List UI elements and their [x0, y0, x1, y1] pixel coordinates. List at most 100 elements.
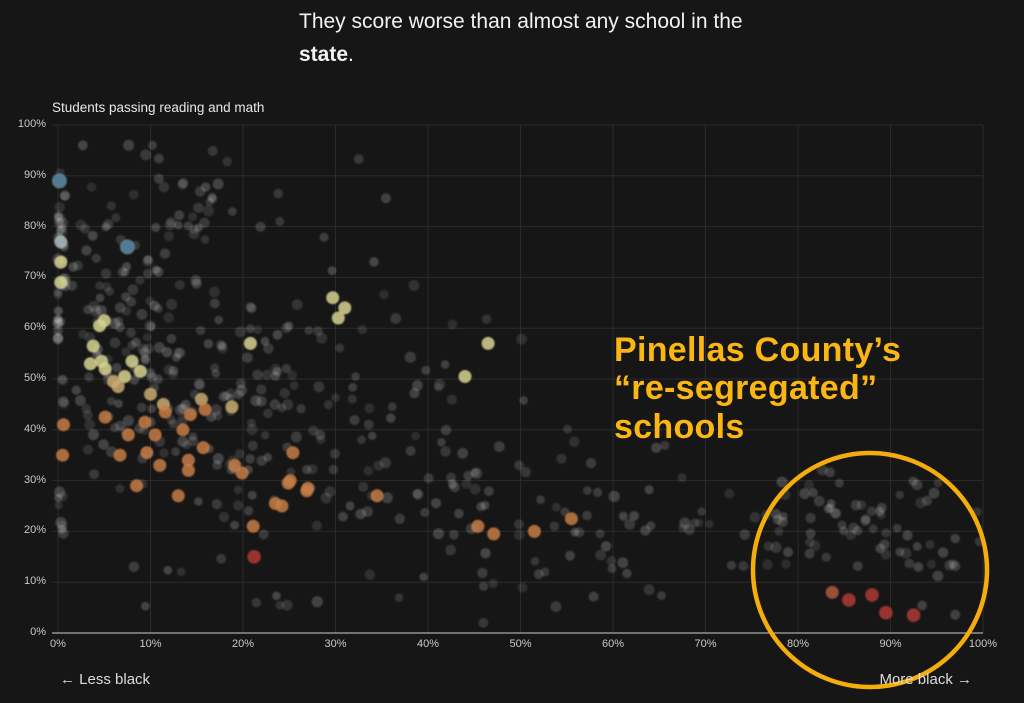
background-point — [226, 394, 235, 403]
scatter-point-orange — [56, 448, 70, 462]
background-point — [912, 542, 922, 551]
background-point — [881, 528, 891, 538]
background-point — [902, 530, 913, 541]
background-point — [84, 419, 96, 430]
background-point — [852, 561, 863, 571]
background-point — [88, 429, 99, 441]
background-point — [83, 444, 93, 455]
background-point — [111, 213, 121, 223]
background-point — [519, 396, 528, 405]
background-point — [816, 464, 828, 476]
background-point — [258, 529, 269, 540]
background-point — [950, 533, 960, 544]
background-point — [449, 530, 459, 540]
scatter-point-yellow — [481, 336, 495, 350]
background-point — [216, 553, 227, 564]
background-point — [183, 221, 193, 231]
background-point — [235, 449, 245, 459]
background-point — [447, 319, 458, 330]
y-tick-label: 60% — [23, 321, 46, 334]
background-point — [148, 140, 157, 150]
background-point — [922, 495, 932, 506]
background-point — [163, 231, 174, 242]
annotation-line-3: schools — [614, 407, 745, 446]
background-point — [200, 235, 210, 244]
background-point — [405, 445, 416, 456]
scatter-point-orange — [281, 476, 295, 490]
background-point — [83, 305, 93, 315]
background-point — [600, 541, 612, 552]
background-point — [175, 280, 185, 290]
background-point — [805, 512, 816, 524]
background-point — [477, 567, 488, 579]
background-point — [227, 207, 237, 216]
background-point — [411, 431, 421, 441]
x-tick-label: 20% — [231, 638, 255, 650]
background-point — [109, 337, 121, 349]
background-point — [556, 453, 567, 464]
scatter-point-orange — [57, 418, 70, 432]
background-point — [928, 487, 940, 499]
y-tick-label: 50% — [23, 372, 46, 384]
background-point — [188, 212, 198, 222]
background-point — [207, 145, 218, 156]
scatter-point-orange — [196, 441, 210, 455]
background-point — [607, 564, 617, 573]
background-point — [141, 601, 150, 611]
background-point — [188, 432, 198, 441]
background-point — [54, 201, 65, 213]
background-point — [904, 558, 915, 569]
background-point — [446, 394, 457, 405]
background-point — [102, 282, 112, 292]
background-point — [622, 568, 632, 579]
page-title-period: . — [348, 42, 354, 66]
background-point — [127, 284, 139, 295]
background-point — [168, 419, 178, 429]
background-point — [107, 396, 116, 406]
x-tick-label: 30% — [324, 638, 347, 650]
background-point — [243, 506, 254, 516]
background-point — [72, 260, 83, 271]
y-tick-label: 100% — [17, 118, 46, 130]
background-point — [154, 304, 163, 313]
background-point — [166, 333, 177, 344]
background-point — [644, 485, 654, 495]
background-point — [583, 486, 592, 495]
background-point — [657, 591, 666, 601]
page-title-text: They score worse than almost any school … — [299, 10, 743, 33]
background-point — [530, 556, 540, 566]
background-point — [173, 347, 184, 359]
background-point — [624, 518, 636, 530]
y-tick-label: 90% — [23, 168, 46, 181]
background-point — [106, 201, 116, 211]
background-point — [445, 544, 456, 556]
background-point — [153, 342, 165, 353]
background-point — [212, 453, 224, 464]
background-point — [82, 410, 93, 421]
scatter-point-yellow — [133, 364, 147, 378]
scatter-point-orange — [183, 408, 197, 422]
background-point — [932, 570, 944, 582]
scatter-point-orange — [487, 527, 501, 541]
background-point — [269, 399, 281, 410]
background-point — [533, 569, 544, 580]
background-point — [335, 343, 345, 353]
background-point — [252, 369, 263, 380]
background-point — [805, 537, 815, 547]
x-tick-label: 50% — [509, 638, 532, 650]
background-point — [839, 526, 849, 536]
background-point — [263, 343, 274, 354]
background-point — [351, 372, 360, 381]
background-point — [357, 324, 368, 335]
background-point — [260, 431, 270, 440]
scatter-point-orange — [268, 497, 282, 510]
background-point — [926, 559, 936, 569]
background-point — [749, 512, 761, 523]
background-point — [835, 478, 844, 488]
background-point — [437, 437, 446, 447]
background-point — [57, 374, 68, 386]
background-point — [323, 400, 333, 410]
scatter-point-orange — [158, 405, 172, 419]
background-point — [804, 480, 815, 491]
